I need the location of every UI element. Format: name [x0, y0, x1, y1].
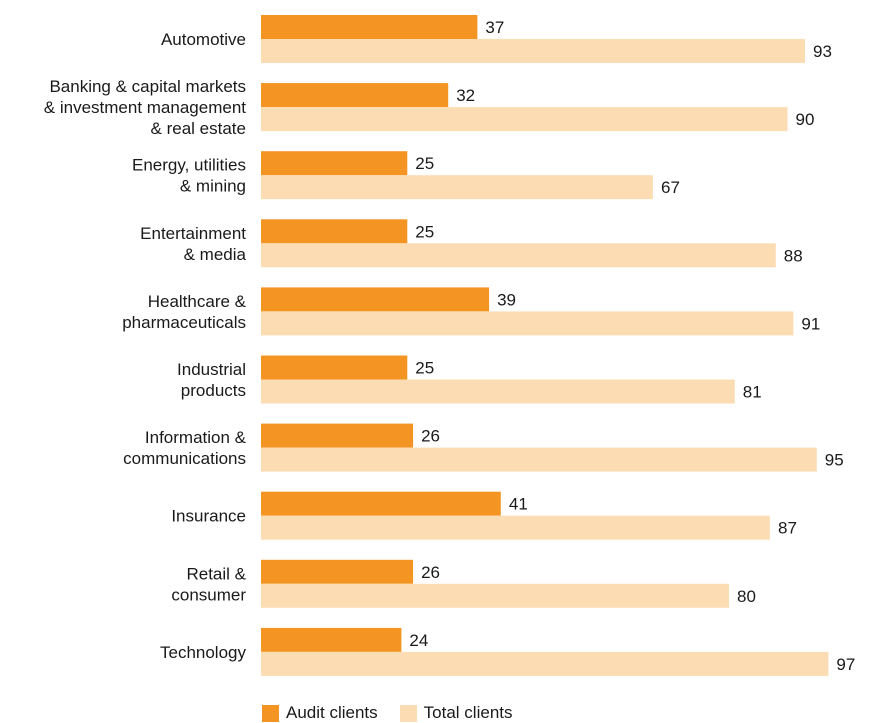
bar-audit-clients-insurance [261, 491, 501, 516]
value-label-audit-clients-automotive: 37 [485, 18, 504, 37]
value-label-audit-clients-energy-utilities-mining: 25 [415, 154, 434, 173]
category-label-line: Insurance [171, 507, 246, 526]
category-label-line: Healthcare & [148, 292, 247, 311]
value-label-total-clients-banking-capital-markets-investment-management-real-estate: 90 [796, 110, 815, 129]
value-label-audit-clients-technology: 24 [409, 631, 428, 650]
legend-label-total-clients: Total clients [423, 703, 513, 722]
bar-total-clients-industrial-products [261, 379, 735, 404]
category-label-line: communications [123, 449, 246, 468]
category-label-healthcare-pharmaceuticals: Healthcare & pharmaceuticals [122, 292, 246, 332]
category-label-line: Entertainment [140, 224, 246, 243]
category-label-line: Industrial [177, 360, 246, 379]
category-label-line: & mining [180, 177, 246, 196]
legend-item-total-clients: Total clients [399, 703, 513, 723]
value-label-total-clients-information-communications: 95 [825, 451, 844, 470]
legend-item-audit-clients: Audit clients [262, 703, 378, 723]
value-label-audit-clients-industrial-products: 25 [415, 359, 434, 378]
value-label-total-clients-entertainment-media: 88 [784, 246, 803, 265]
category-label-entertainment-media: Entertainment & media [140, 224, 246, 264]
legend-label-audit-clients: Audit clients [286, 703, 378, 722]
category-label-banking-capital-markets-investment-management-real-estate: Banking & capital markets & investment ma… [44, 77, 246, 138]
category-label-line: Information & [145, 428, 247, 447]
bar-audit-clients-banking-capital-markets-investment-management-real-estate [261, 83, 449, 108]
bar-audit-clients-retail-consumer [261, 559, 414, 584]
bar-audit-clients-energy-utilities-mining [261, 151, 408, 176]
category-label-automotive: Automotive [161, 30, 246, 49]
bar-total-clients-banking-capital-markets-investment-management-real-estate [261, 107, 788, 132]
bar-audit-clients-industrial-products [261, 355, 408, 380]
value-label-audit-clients-retail-consumer: 26 [421, 563, 440, 582]
bar-audit-clients-automotive [261, 15, 478, 39]
bar-total-clients-information-communications [261, 447, 817, 472]
bar-total-clients-automotive [261, 39, 805, 63]
category-label-line: & investment management [44, 98, 246, 117]
bar-total-clients-entertainment-media [261, 243, 776, 268]
value-label-audit-clients-banking-capital-markets-investment-management-real-estate: 32 [456, 86, 475, 105]
value-label-audit-clients-insurance: 41 [509, 495, 528, 514]
bar-total-clients-technology [261, 651, 829, 676]
legend-swatch-audit-clients [262, 704, 279, 722]
category-label-information-communications: Information & communications [123, 428, 246, 468]
legend-swatch-total-clients [399, 704, 417, 722]
value-label-total-clients-automotive: 93 [813, 42, 832, 61]
category-label-line: pharmaceuticals [122, 313, 246, 332]
bar-total-clients-energy-utilities-mining [261, 175, 653, 200]
value-label-total-clients-industrial-products: 81 [743, 383, 762, 402]
bar-total-clients-insurance [261, 515, 770, 540]
category-label-line: & media [184, 245, 247, 264]
category-label-line: products [181, 381, 246, 400]
value-label-audit-clients-healthcare-pharmaceuticals: 39 [497, 290, 516, 309]
value-label-total-clients-retail-consumer: 80 [737, 587, 756, 606]
category-label-industrial-products: Industrial products [177, 360, 246, 400]
category-label-retail-consumer: Retail & consumer [171, 564, 246, 604]
bar-audit-clients-entertainment-media [261, 219, 408, 244]
category-label-line: Technology [160, 643, 247, 662]
value-label-audit-clients-information-communications: 26 [421, 427, 440, 446]
value-label-total-clients-insurance: 87 [778, 519, 797, 538]
category-label-line: Energy, utilities [132, 156, 246, 175]
data-labels: 37 93 32 90 25 67 25 88 39 91 25 81 26 95 41 87 26 80 24 97 [409, 18, 855, 674]
legend: Audit clients Total clients [262, 703, 535, 723]
value-label-total-clients-energy-utilities-mining: 67 [661, 178, 680, 197]
bar-total-clients-retail-consumer [261, 583, 729, 608]
category-label-line: Banking & capital markets [49, 77, 246, 96]
bar-audit-clients-technology [261, 627, 402, 652]
category-label-insurance: Insurance [171, 507, 246, 526]
category-label-energy-utilities-mining: Energy, utilities & mining [132, 156, 246, 196]
value-label-total-clients-healthcare-pharmaceuticals: 91 [801, 314, 820, 333]
category-label-line: Retail & [186, 564, 246, 583]
bars [261, 15, 829, 676]
value-label-total-clients-technology: 97 [836, 655, 855, 674]
category-label-technology: Technology [160, 643, 247, 662]
category-labels: Automotive Banking & capital markets & inv… [44, 30, 247, 662]
category-label-line: & real estate [151, 119, 246, 138]
bar-audit-clients-information-communications [261, 423, 414, 448]
value-label-audit-clients-entertainment-media: 25 [415, 222, 434, 241]
category-label-line: Automotive [161, 30, 246, 49]
category-label-line: consumer [171, 585, 246, 604]
bar-total-clients-healthcare-pharmaceuticals [261, 311, 794, 336]
bar-audit-clients-healthcare-pharmaceuticals [261, 287, 490, 312]
